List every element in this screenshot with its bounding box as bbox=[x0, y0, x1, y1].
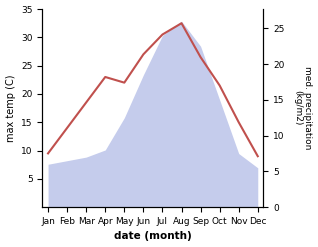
X-axis label: date (month): date (month) bbox=[114, 231, 192, 242]
Y-axis label: max temp (C): max temp (C) bbox=[5, 74, 16, 142]
Y-axis label: med. precipitation
(kg/m2): med. precipitation (kg/m2) bbox=[293, 66, 313, 150]
